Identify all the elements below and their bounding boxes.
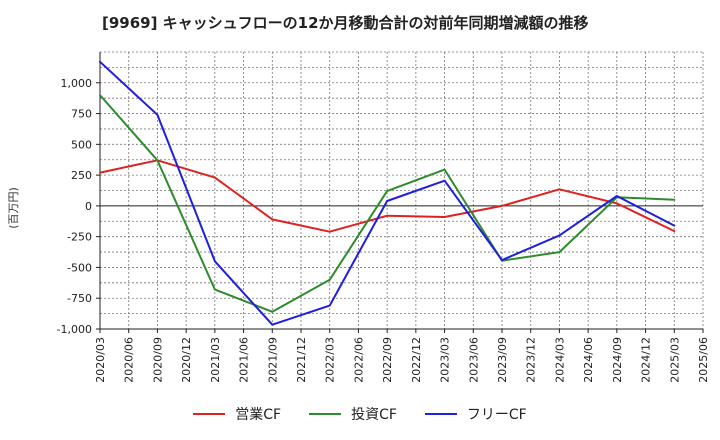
y-tick-label: 500 [71, 138, 92, 151]
x-tick-labels: 2020/03 2020/06 2020/09 2020/12 2021/03 2021/… [94, 337, 710, 383]
chart-title: [9969] キャッシュフローの12か月移動合計の対前年同期増減額の推移 [102, 14, 589, 32]
legend-item: 投資CF [309, 404, 397, 424]
x-tick-label: 2020/12 [180, 337, 193, 383]
y-tick-label: -1,000 [57, 323, 92, 336]
y-tick-label: 250 [71, 169, 92, 182]
y-tick-label: 0 [85, 200, 92, 213]
series-lines [99, 60, 676, 326]
x-tick-label: 2022/12 [410, 337, 423, 383]
legend-label: フリーCF [466, 407, 527, 423]
x-tick-label: 2023/09 [496, 337, 509, 383]
series-line-1 [99, 94, 676, 313]
y-tick-labels: -1,000 -750 -500 -250 0 250 500 750 1,000 [57, 77, 92, 336]
x-tick-label: 2024/03 [553, 337, 566, 383]
x-tick-label: 2021/12 [295, 337, 308, 383]
legend-swatch [193, 413, 226, 415]
x-tick-label: 2021/06 [238, 337, 251, 383]
grid [99, 51, 704, 330]
y-tick-label: -750 [67, 292, 92, 305]
y-tick-label: 1,000 [61, 77, 93, 90]
x-tick-label: 2022/03 [324, 337, 337, 383]
y-tick-label: 750 [71, 108, 92, 121]
x-tick-label: 2020/06 [123, 337, 136, 383]
x-tick-label: 2020/03 [94, 337, 107, 383]
y-tick-label: -250 [67, 231, 92, 244]
x-tick-label: 2024/12 [640, 337, 653, 383]
x-tick-label: 2025/06 [697, 337, 710, 383]
x-tick-label: 2022/06 [352, 337, 365, 383]
legend-swatch [309, 413, 342, 415]
legend-item: フリーCF [424, 404, 527, 424]
legend-swatch [424, 413, 457, 415]
x-tick-label: 2023/06 [467, 337, 480, 383]
x-tick-label: 2024/06 [582, 337, 595, 383]
x-tick-label: 2024/09 [611, 337, 624, 383]
legend: 営業CF 投資CF フリーCF [0, 404, 720, 424]
x-tick-label: 2021/09 [266, 337, 279, 383]
x-tick-label: 2021/03 [209, 337, 222, 383]
x-tick-label: 2023/12 [525, 337, 538, 383]
legend-label: 投資CF [351, 407, 397, 423]
y-tick-label: -500 [67, 261, 92, 274]
x-tick-label: 2025/03 [668, 337, 681, 383]
series-line-0 [99, 159, 676, 233]
x-tick-label: 2022/09 [381, 337, 394, 383]
legend-item: 営業CF [193, 404, 281, 424]
series-line-2 [99, 60, 676, 326]
x-tick-label: 2023/03 [439, 337, 452, 383]
legend-label: 営業CF [235, 407, 282, 423]
x-tick-label: 2020/09 [151, 337, 164, 383]
